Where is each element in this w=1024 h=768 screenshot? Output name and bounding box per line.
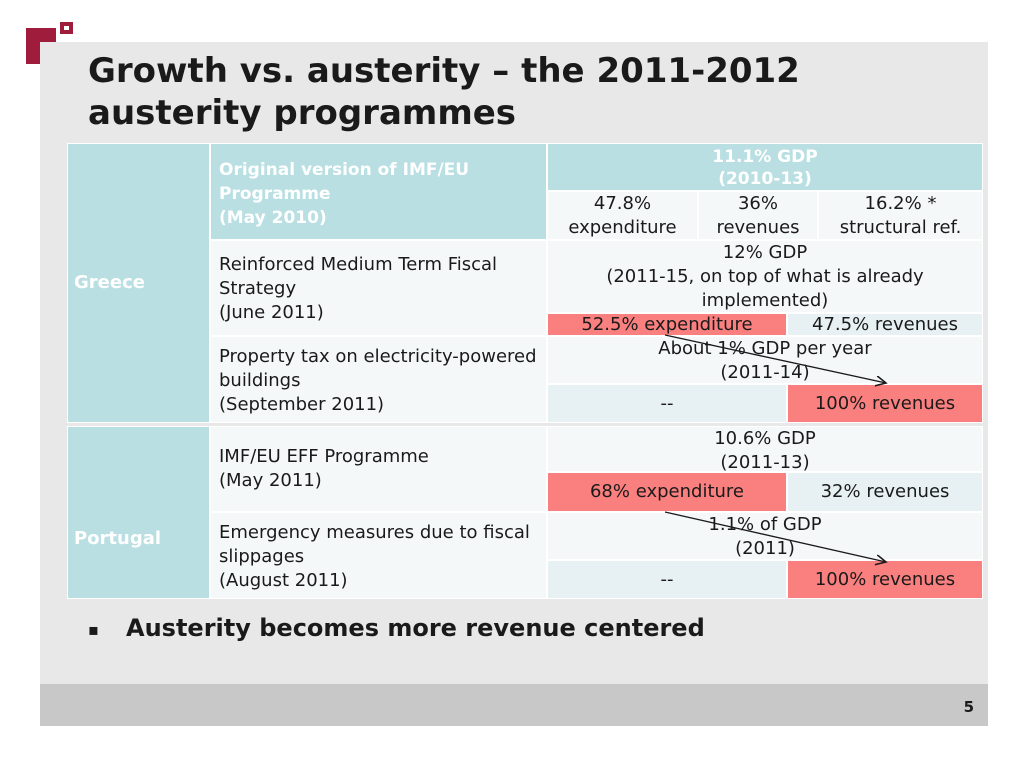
portugal-programme-2-revenues: 100% revenues	[787, 560, 983, 599]
bullet-square-icon: ▪	[88, 619, 99, 639]
greece-programme-3-label: Property tax on electricity-powered buil…	[210, 336, 547, 423]
greece-programme-2-label: Reinforced Medium Term Fiscal Strategy (…	[210, 240, 547, 336]
greece-programme-1-expenditure: 47.8% expenditure	[547, 191, 698, 240]
country-greece: Greece	[67, 143, 210, 423]
greece-programme-3-gdp: About 1% GDP per year (2011-14)	[547, 336, 983, 384]
portugal-programme-1-revenues: 32% revenues	[787, 472, 983, 512]
footer-bar	[40, 684, 988, 726]
portugal-programme-2-label: Emergency measures due to fiscal slippag…	[210, 512, 547, 599]
page-number: 5	[963, 698, 974, 716]
greece-programme-2-gdp: 12% GDP (2011-15, on top of what is alre…	[547, 240, 983, 313]
portugal-programme-1-expenditure: 68% expenditure	[547, 472, 787, 512]
greece-programme-3-expenditure: --	[547, 384, 787, 423]
greece-programme-1-label: Original version of IMF/EU Programme (Ma…	[210, 143, 547, 240]
greece-programme-1-revenues: 36% revenues	[698, 191, 818, 240]
austerity-table: Greece Original version of IMF/EU Progra…	[67, 143, 983, 599]
greece-programme-2-revenues: 47.5% revenues	[787, 313, 983, 336]
portugal-programme-1-gdp: 10.6% GDP (2011-13)	[547, 426, 983, 473]
greece-programme-1-structural: 16.2% * structural ref.	[818, 191, 983, 240]
bullet-point: ▪ Austerity becomes more revenue centered	[88, 614, 705, 642]
country-portugal: Portugal	[67, 426, 210, 599]
greece-programme-3-revenues: 100% revenues	[787, 384, 983, 423]
portugal-programme-2-expenditure: --	[547, 560, 787, 599]
greece-programme-1-gdp: 11.1% GDP (2010-13)	[547, 143, 983, 191]
bullet-text: Austerity becomes more revenue centered	[126, 614, 705, 642]
portugal-programme-2-gdp: 1.1% of GDP (2011)	[547, 512, 983, 560]
greece-programme-2-expenditure: 52.5% expenditure	[547, 313, 787, 336]
portugal-programme-1-label: IMF/EU EFF Programme (May 2011)	[210, 426, 547, 512]
page-title: Growth vs. austerity – the 2011-2012 aus…	[88, 51, 800, 133]
